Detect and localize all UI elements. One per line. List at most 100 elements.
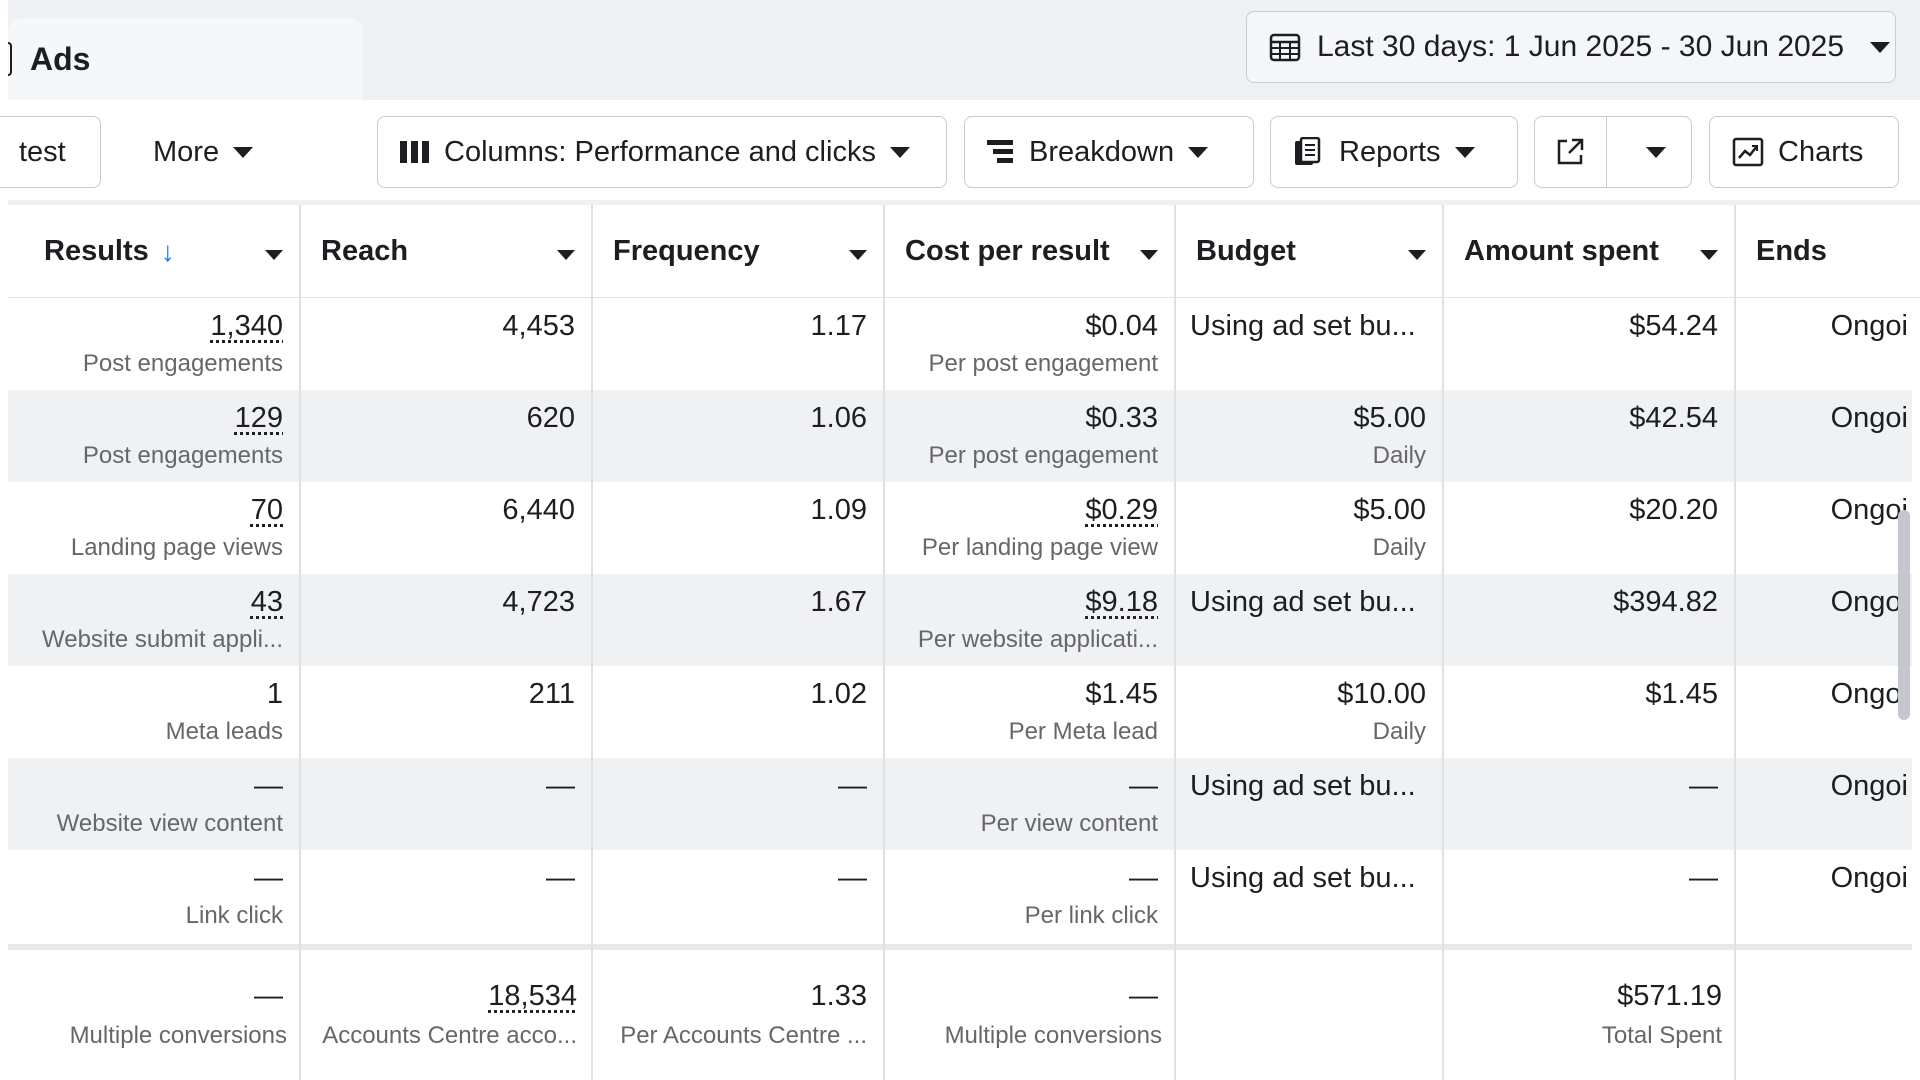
chevron-down-icon[interactable] [849,250,867,260]
table-row[interactable]: — Link click — — — Per link click Using ad set… [8,850,1912,942]
results-sub: Link click [185,902,283,929]
cost-per-result-sub: Per landing page view [921,534,1158,561]
column-header-label: Budget [1196,235,1296,267]
ends-cell: Ongoi [1734,574,1912,666]
ends-cell: Ongoi [1734,390,1912,482]
totals-frequency-sub: Per Accounts Centre ... [620,1022,867,1049]
column-header-label: Reach [321,235,409,267]
cost-per-result-value: — [1129,862,1158,894]
sort-descending-icon[interactable]: ↓ [160,235,175,267]
amount-spent-value: $54.24 [1629,310,1718,342]
results-cell: 43 Website submit appli... [8,574,299,666]
cost-per-result-sub: Per post engagement [928,442,1159,469]
date-range-button[interactable]: Last 30 days: 1 Jun 2025 - 30 Jun 2025 [1246,11,1896,83]
table-row[interactable]: 1,340 Post engagements 4,453 1.17 $0.04 Per p… [8,298,1912,390]
results-value[interactable]: 1,340 [210,310,283,342]
cost-per-result-value[interactable]: $9.18 [1085,586,1158,618]
budget-value: $5.00 [1353,494,1426,526]
amount-spent-value: $1.45 [1645,678,1718,710]
results-cell: — Link click [8,850,299,942]
column-header-budget[interactable]: Budget [1174,205,1442,298]
column-divider[interactable] [591,205,593,1080]
table-row[interactable]: 70 Landing page views 6,440 1.09 $0.29 Per la… [8,482,1912,574]
column-header-label: Frequency [613,235,760,267]
reach-cell: 4,723 [299,574,591,666]
amount-spent-cell: $42.54 [1442,390,1734,482]
export-button[interactable] [1535,117,1607,187]
column-header-label: Cost per result [905,235,1110,267]
columns-label: Columns: Performance and clicks [444,135,876,168]
table-row[interactable]: — Website view content — — — Per view content… [8,758,1912,850]
results-sub: Post engagements [82,442,283,469]
cost-per-result-cell: $0.29 Per landing page view [883,482,1174,574]
budget-cell: Using ad set bu... [1174,574,1442,666]
column-divider[interactable] [1734,205,1736,1080]
more-button[interactable]: More [130,116,280,188]
frequency-value: 1.17 [810,310,867,342]
calendar-icon [1269,31,1301,63]
breakdown-button[interactable]: Breakdown [964,116,1254,188]
chevron-down-icon[interactable] [265,250,283,260]
reports-button[interactable]: Reports [1270,116,1518,188]
columns-button[interactable]: Columns: Performance and clicks [377,116,947,188]
column-divider[interactable] [883,205,885,1080]
reach-value: — [546,862,575,894]
cost-per-result-cell: $9.18 Per website applicati... [883,574,1174,666]
column-header-cost-per-result[interactable]: Cost per result [883,205,1174,298]
ends-value: Ongoi [1830,402,1908,434]
chevron-down-icon [889,146,910,158]
chevron-down-icon[interactable] [557,250,575,260]
ends-value: Ongoi [1830,862,1908,894]
column-divider[interactable] [299,205,301,1080]
totals-spent-sub: Total Spent [1601,1022,1722,1049]
cost-per-result-value: $0.04 [1085,310,1158,342]
ends-value: Ongoi [1830,770,1908,802]
budget-cell: Using ad set bu... [1174,850,1442,942]
amount-spent-cell: — [1442,850,1734,942]
column-divider[interactable] [1442,205,1444,1080]
cost-per-result-sub: Per Meta lead [1008,718,1158,745]
column-header-frequency[interactable]: Frequency [591,205,883,298]
ads-tab[interactable]: Ads [8,18,363,100]
frequency-cell: 1.06 [591,390,883,482]
column-divider[interactable] [1174,205,1176,1080]
column-header-results[interactable]: Results ↓ [8,205,299,298]
table-row[interactable]: 43 Website submit appli... 4,723 1.67 $9.18 P… [8,574,1912,666]
amount-spent-cell: — [1442,758,1734,850]
table-row[interactable]: 129 Post engagements 620 1.06 $0.33 Per post … [8,390,1912,482]
reports-label: Reports [1339,135,1441,168]
frequency-value: 1.67 [810,586,867,618]
totals-spent-cell: $571.19 Total Spent [1442,950,1734,1049]
results-cell: 1 Meta leads [8,666,299,758]
chevron-down-icon[interactable] [1700,250,1718,260]
cost-per-result-value: — [1129,770,1158,802]
cost-per-result-sub: Per link click [1024,902,1158,929]
table-row[interactable]: 1 Meta leads 211 1.02 $1.45 Per Meta lead $10.… [8,666,1912,758]
results-sub: Meta leads [165,718,283,745]
cost-per-result-value[interactable]: $0.29 [1085,494,1158,526]
results-value[interactable]: 129 [234,402,283,434]
frequency-cell: — [591,850,883,942]
chevron-down-icon [1454,146,1475,158]
chevron-down-icon[interactable] [1408,250,1426,260]
chevron-down-icon [1188,146,1209,158]
totals-reach-value[interactable]: 18,534 [488,980,577,1012]
results-value[interactable]: 70 [250,494,283,526]
test-button[interactable]: test [0,116,101,188]
results-value[interactable]: 43 [250,586,283,618]
vertical-scrollbar[interactable] [1898,510,1910,720]
reach-cell: 6,440 [299,482,591,574]
budget-value: $5.00 [1353,402,1426,434]
column-header-reach[interactable]: Reach [299,205,591,298]
charts-button[interactable]: Charts [1709,116,1899,188]
frequency-cell: 1.67 [591,574,883,666]
chevron-down-icon[interactable] [1140,250,1158,260]
column-header-ends[interactable]: Ends [1734,205,1912,298]
reach-value: 4,453 [502,310,575,342]
results-sub: Post engagements [82,350,283,377]
column-header-amount-spent[interactable]: Amount spent [1442,205,1734,298]
totals-frequency-cell: 1.33 Per Accounts Centre ... [591,950,883,1049]
ends-cell: Ongoi [1734,298,1912,390]
export-dropdown-button[interactable] [1621,117,1691,187]
totals-cpr-sub: Multiple conversions [944,1022,1162,1049]
